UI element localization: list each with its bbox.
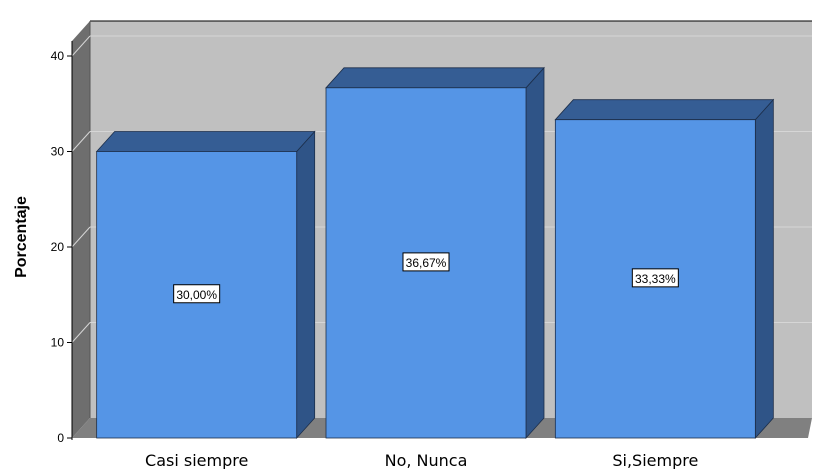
plot-side-wall (72, 21, 90, 438)
bar-side (525, 66, 545, 440)
data-label: 36,67% (406, 256, 447, 270)
y-tick-label: 30 (51, 145, 65, 159)
y-axis-title: Porcentaje (13, 196, 30, 278)
gridline-side (71, 226, 91, 248)
gridline-side (71, 131, 91, 152)
y-axis: 0 10 20 30 40 (51, 41, 73, 445)
bar-side (296, 130, 316, 440)
x-tick-label: Si,Siempre (612, 451, 698, 469)
x-axis: Casi siempre No, Nunca Si,Siempre (145, 451, 698, 469)
bar-side (754, 98, 774, 440)
y-tick-label: 10 (51, 336, 65, 350)
data-label: 30,00% (176, 288, 217, 302)
y-tick-label: 0 (57, 431, 64, 445)
bar: 36,67% (325, 66, 545, 440)
bar-top (554, 99, 775, 121)
data-label-box (631, 268, 679, 288)
x-tick-label: No, Nunca (385, 451, 468, 469)
data-label-box (402, 252, 450, 272)
data-label: 33,33% (635, 272, 676, 286)
y-tick-label: 20 (51, 240, 65, 254)
bar-top (95, 131, 316, 152)
bar-front (554, 119, 756, 439)
y-tick-label: 40 (51, 49, 65, 63)
bars: 30,00% 36,67% 33,33% (95, 66, 775, 440)
bar: 30,00% (95, 130, 316, 440)
x-tick-label: Casi siempre (145, 451, 248, 469)
gridline-side (71, 35, 91, 57)
gridline-side (71, 322, 91, 343)
data-label-box (173, 284, 221, 304)
bar-top (325, 67, 545, 89)
bar: 33,33% (554, 98, 775, 440)
